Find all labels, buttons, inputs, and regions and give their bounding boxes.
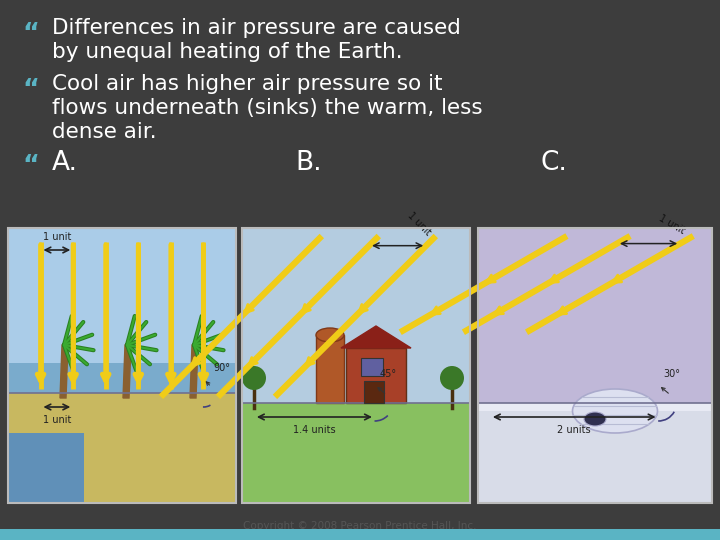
Polygon shape [341,326,411,348]
Text: “: “ [22,78,39,104]
Circle shape [242,366,266,390]
Bar [8,228,236,393]
Bar [346,348,406,403]
Bar [478,403,712,411]
Bar [0,529,720,540]
Text: 90°: 90° [213,363,230,373]
Bar [242,228,470,503]
Bar [8,363,236,393]
Text: 30°: 30° [664,369,680,379]
Circle shape [440,366,464,390]
Bar [478,403,712,503]
Text: 45°: 45° [380,369,397,379]
Bar [478,228,712,503]
Text: Differences in air pressure are caused: Differences in air pressure are caused [52,18,461,38]
Polygon shape [123,345,131,398]
Bar [8,393,236,503]
Text: Cool air has higher air pressure so it: Cool air has higher air pressure so it [52,74,443,94]
Text: “: “ [22,154,39,180]
Polygon shape [190,345,198,398]
Bar [316,335,344,403]
Text: 2 units: 2 units [557,425,591,435]
Bar [478,228,712,403]
Bar [242,403,470,503]
Text: 1.4 units: 1.4 units [293,425,336,435]
Bar [242,403,470,503]
Text: Copyright © 2008 Pearson Prentice Hall, Inc.: Copyright © 2008 Pearson Prentice Hall, … [243,521,477,531]
Bar [8,433,84,503]
Text: 1 unit: 1 unit [42,232,71,242]
Text: A.: A. [52,150,78,176]
Polygon shape [60,345,68,398]
Text: “: “ [22,22,39,48]
Bar [364,381,384,403]
Bar [242,228,470,403]
Text: 1 unit: 1 unit [657,213,686,235]
Ellipse shape [316,328,344,342]
Text: C.: C. [540,150,567,176]
Bar [8,393,236,503]
Text: by unequal heating of the Earth.: by unequal heating of the Earth. [52,42,402,62]
Text: dense air.: dense air. [52,122,157,142]
Bar [361,358,383,376]
Ellipse shape [584,412,606,426]
Bar [8,228,236,503]
Text: 1 unit: 1 unit [405,211,433,238]
Text: B.: B. [295,150,322,176]
Bar [478,403,712,503]
Ellipse shape [572,389,657,433]
Text: 1 unit: 1 unit [42,415,71,425]
Text: flows underneath (sinks) the warm, less: flows underneath (sinks) the warm, less [52,98,482,118]
